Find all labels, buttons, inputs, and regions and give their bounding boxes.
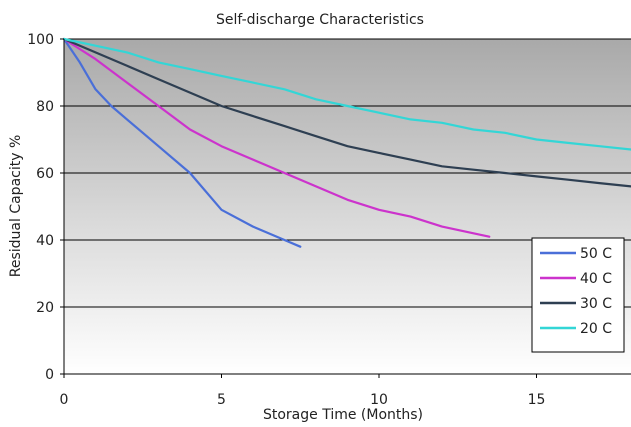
y-tick-labels: 0 20 40 60 80 100 xyxy=(27,32,54,383)
y-tick-label: 100 xyxy=(27,32,54,48)
legend-label-3: 20 C xyxy=(580,321,612,337)
y-axis-label: Residual Capacity % xyxy=(8,135,24,278)
series-line-1 xyxy=(62,37,491,238)
series-line-3 xyxy=(62,37,631,151)
series-line-2 xyxy=(62,37,631,188)
legend-label-1: 40 C xyxy=(580,271,612,287)
legend-label-2: 30 C xyxy=(580,296,612,312)
legend-label-0: 50 C xyxy=(580,246,612,262)
y-tick-label: 40 xyxy=(36,233,54,249)
y-tick-label: 0 xyxy=(45,367,54,383)
series-lines xyxy=(62,37,631,248)
y-tick-label: 20 xyxy=(36,300,54,316)
legend: 50 C 40 C 30 C 20 C xyxy=(531,237,625,353)
series-line-0 xyxy=(62,37,302,248)
axes xyxy=(60,38,631,378)
y-tick-label: 80 xyxy=(36,99,54,115)
x-tick-label: 0 xyxy=(60,392,69,408)
chart-title: Self-discharge Characteristics xyxy=(216,12,424,28)
y-tick-label: 60 xyxy=(36,166,54,182)
x-tick-labels: 0 5 10 15 xyxy=(60,392,546,408)
x-tick-label: 15 xyxy=(528,392,546,408)
x-axis-label: Storage Time (Months) xyxy=(263,407,423,423)
x-tick-label: 10 xyxy=(370,392,388,408)
legend-box xyxy=(531,237,625,353)
x-tick-label: 5 xyxy=(217,392,226,408)
